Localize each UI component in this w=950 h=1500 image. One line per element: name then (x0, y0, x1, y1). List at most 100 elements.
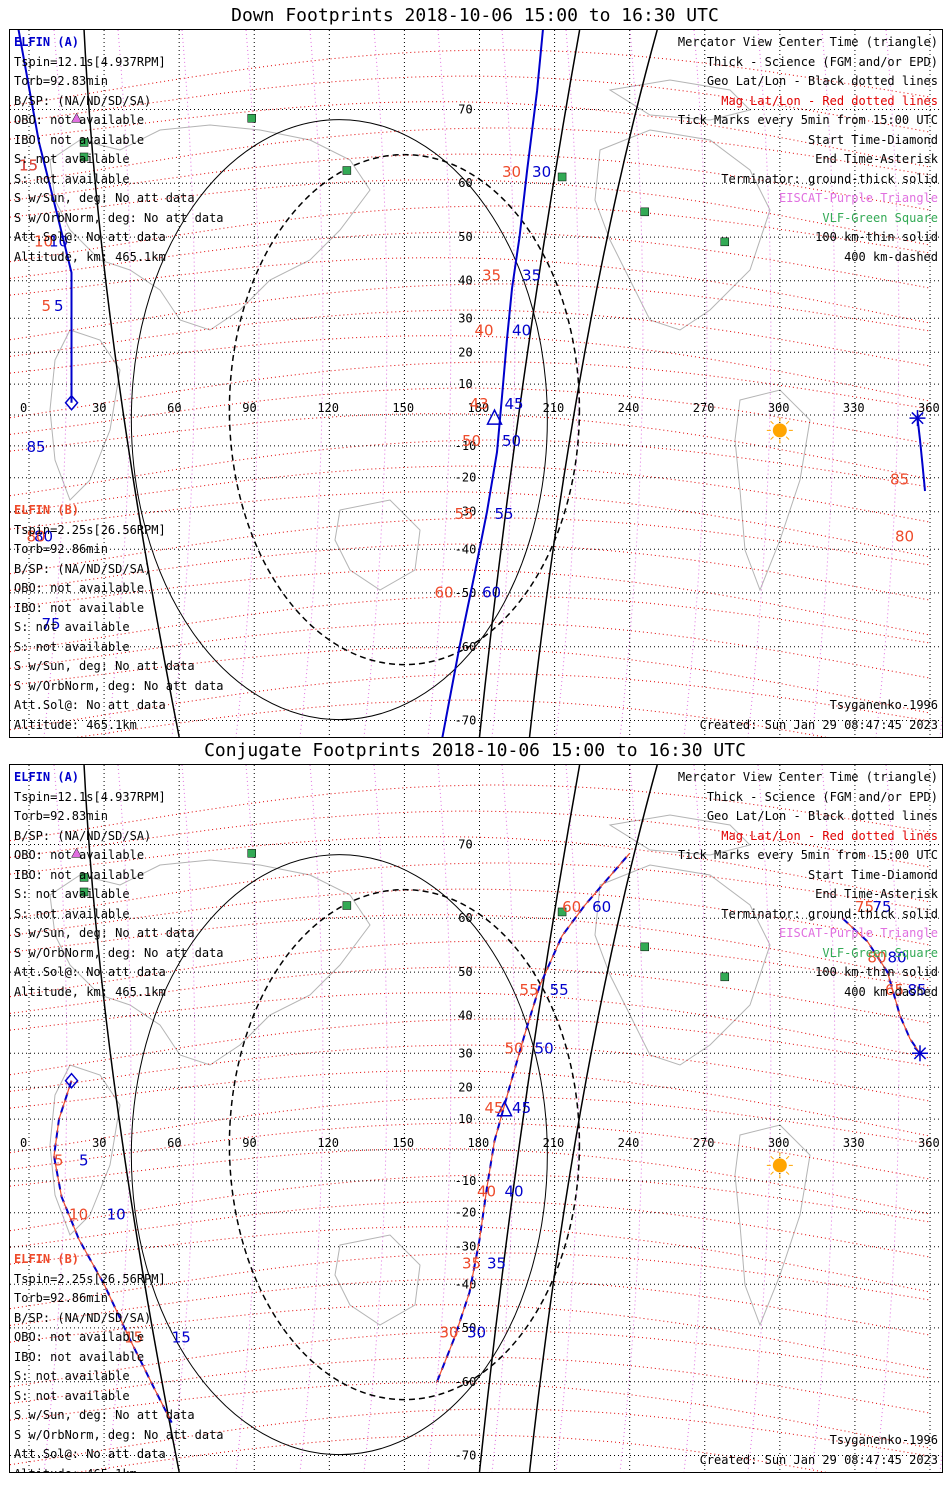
tick-label-a: 50 (502, 432, 521, 450)
lon-tick-label: 330 (843, 1136, 865, 1150)
legend-terminator: Terminator: ground-thick solid (721, 171, 938, 186)
coastline-3 (594, 129, 771, 331)
footer-model: Tsyganenko-1996 (829, 698, 938, 712)
mag-lon-line (875, 30, 900, 737)
elfin-b-altitude: Altitude: 465.1km (14, 717, 137, 732)
lat-tick-label: -60 (455, 1375, 477, 1389)
elfin-b-sworb: S w/OrbNorm, deg: No att data (14, 678, 224, 693)
elfin-b-attsol: Att.Sol@: No att data (14, 698, 166, 712)
mag-lon-line (171, 30, 196, 737)
center-triangle-icon (486, 408, 503, 425)
tick-label-a: 30 (467, 1324, 486, 1342)
lon-tick-label: 240 (618, 401, 640, 415)
elfin-a-obo: OBO: not available (14, 113, 145, 127)
conjugate-footprints-map: 0 30 60 90 120 150 180 210 240 270 300 330 360 70 60 50… (10, 765, 942, 1472)
lon-tick-label: 0 (20, 1136, 27, 1150)
lon-tick-label: 150 (392, 1136, 414, 1150)
vlf-station-square (79, 138, 89, 147)
tick-label-a: 15 (19, 157, 38, 175)
lat-tick-label: 70 (458, 838, 472, 852)
elfin-a-altitude: Altitude, km: 465.1km (14, 984, 166, 999)
elfin-a-info: ELFIN (A) Tspin=12.1s[4.937RPM] Torb=92.… (14, 33, 224, 267)
tick-label-a: 35 (522, 267, 541, 285)
elfin-a-s2: S: not available (14, 171, 130, 186)
lon-tick-label: 90 (242, 401, 256, 415)
mag-lon-line (811, 765, 836, 1472)
mag-lon-line (299, 765, 324, 1472)
legend-vlf: VLF-Green Square (822, 210, 938, 225)
elfin-a-sworb: S w/OrbNorm, deg: No att data (14, 945, 224, 960)
elfin-b-tspin: Tspin=2.25s[26.56RPM] (14, 1271, 166, 1286)
tick-label-a: 45 (512, 1099, 531, 1117)
footer: Tsyganenko-1996 Created: Sun Jan 29 08:4… (700, 1431, 938, 1470)
vlf-station-square (557, 172, 567, 182)
legend-end: End Time-Asterisk (815, 887, 938, 901)
footprint-track-b (436, 852, 631, 1383)
tick-label-b: 5 (54, 1151, 64, 1169)
elfin-b-sworb: S w/OrbNorm, deg: No att data (14, 1427, 224, 1442)
lat-tick-label: -40 (455, 542, 477, 556)
lon-tick-label: 270 (693, 401, 715, 415)
legend-eiscat: EISCAT-Purple Triangle (779, 926, 938, 940)
elfin-b-torb: Torb=92.86min (14, 542, 108, 556)
tick-label-b: 15 (19, 157, 38, 175)
lon-tick-label: 0 (20, 401, 27, 415)
legend-thick: Thick - Science (FGM and/or EPD) (706, 789, 938, 804)
sun-ray (785, 1171, 790, 1175)
tick-label-a: 35 (487, 1255, 506, 1273)
vlf-station-square (79, 152, 89, 162)
tick-label-a: 5 (79, 1151, 89, 1169)
mag-lon-line (491, 30, 516, 737)
mag-lon-line (107, 30, 132, 737)
mag-lon-line (43, 30, 68, 737)
elfin-b-ibo: IBO: not available (14, 600, 145, 615)
mag-lon-line (363, 30, 388, 737)
lat-tick-label: -50 (455, 1321, 477, 1335)
lat-tick-label: 50 (458, 230, 472, 244)
mag-lon-line (43, 765, 68, 1472)
sun-ray (770, 1155, 774, 1160)
lat-tick-label: -70 (455, 713, 477, 727)
lon-tick-label: 120 (317, 401, 339, 415)
mag-lon-line (235, 765, 260, 1472)
mag-lon-line (619, 30, 644, 737)
legend-mag: Mag Lat/Lon - Red dotted lines (721, 828, 938, 843)
tick-label-b: 55 (520, 981, 539, 999)
mag-lon-line (747, 765, 772, 1472)
tick-label-a: 80 (887, 948, 906, 966)
footprint-track-a (441, 30, 544, 737)
footprint-track-b (53, 1080, 173, 1423)
elfin-a-info: ELFIN (A) Tspin=12.1s[4.937RPM] Torb=92.… (14, 768, 224, 1002)
vlf-station-square (720, 972, 730, 982)
coastline-4 (734, 389, 811, 592)
lat-tick-label: -20 (455, 1206, 477, 1220)
lat-tick-label: 20 (458, 345, 472, 359)
mag-lon-line (683, 765, 708, 1472)
coastline-0 (49, 124, 371, 331)
legend-mag: Mag Lat/Lon - Red dotted lines (721, 93, 938, 108)
mag-lon-line (363, 765, 388, 1472)
legend-100km: 100 km-thin solid (815, 965, 938, 979)
coastline-1 (49, 329, 121, 501)
terminator-ground (478, 765, 581, 1472)
tick-label-b: 60 (434, 584, 453, 602)
coastline-3 (594, 864, 771, 1066)
elfin-b-torb: Torb=92.86min (14, 1291, 108, 1305)
lat-tick-label: 60 (458, 176, 472, 190)
footprint-track-a (916, 417, 926, 492)
start-diamond-icon (64, 394, 79, 411)
terminator-ground (478, 30, 581, 737)
legend-end: End Time-Asterisk (815, 152, 938, 166)
tick-label-a: 30 (532, 163, 551, 181)
legend-start: Start Time-Diamond (807, 867, 938, 882)
elfin-a-sworb: S w/OrbNorm, deg: No att data (14, 210, 224, 225)
conjugate-footprints-panel: 0 30 60 90 120 150 180 210 240 270 300 330 360 70 60 50… (9, 764, 943, 1473)
lon-tick-label: 120 (317, 1136, 339, 1150)
lon-tick-label: 150 (392, 401, 414, 415)
elfin-a-bsp: B/SP: (NA/ND/SD/SA) (14, 93, 152, 108)
tick-label-b: 35 (482, 267, 501, 285)
elfin-b-s1: S: not available (14, 620, 130, 634)
legend-400km: 400 km-dashed (844, 249, 938, 264)
elfin-a-s1: S: not available (14, 887, 130, 901)
lat-tick-label: -30 (455, 1240, 477, 1254)
